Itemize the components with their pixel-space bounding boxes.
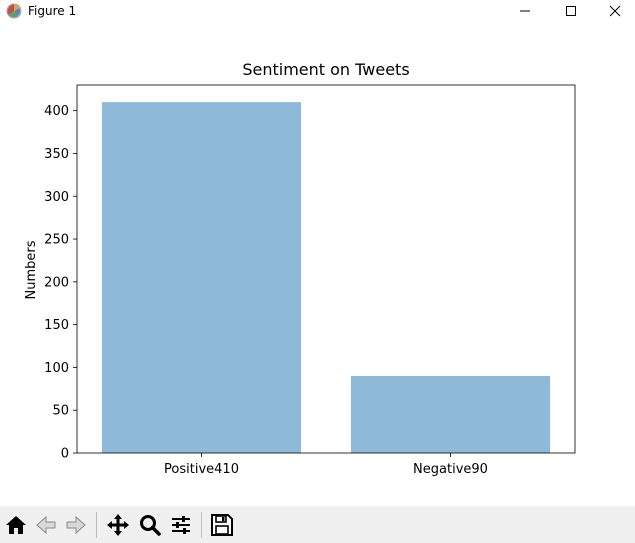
x-tick-label: Positive410 xyxy=(164,462,239,477)
bar-negative90 xyxy=(350,375,551,453)
zoom-button[interactable] xyxy=(137,512,163,538)
back-button[interactable] xyxy=(33,512,59,538)
y-tick-label: 0 xyxy=(61,447,69,462)
pan-button[interactable] xyxy=(105,512,131,538)
home-button[interactable] xyxy=(3,512,29,538)
bar-positive410 xyxy=(101,102,302,454)
navigation-toolbar xyxy=(0,506,635,543)
y-tick-label: 150 xyxy=(44,318,69,333)
pan-icon xyxy=(107,514,129,536)
save-icon xyxy=(211,514,233,536)
configure-subplots-icon xyxy=(172,516,190,534)
close-icon xyxy=(609,5,620,17)
figure-canvas: Sentiment on Tweets Numbers Positive410 N… xyxy=(0,22,635,506)
zoom-icon xyxy=(140,515,161,536)
toolbar-separator xyxy=(96,512,97,538)
maximize-icon xyxy=(566,6,576,16)
configure-subplots-button[interactable] xyxy=(168,512,194,538)
y-tick-label: 50 xyxy=(52,404,69,419)
toolbar-separator xyxy=(201,512,202,538)
y-tick-label: 200 xyxy=(44,275,69,290)
chart-title: Sentiment on Tweets xyxy=(242,60,409,79)
x-tick-label: Negative90 xyxy=(413,462,488,477)
home-icon xyxy=(6,516,26,534)
window-title: Figure 1 xyxy=(28,4,77,18)
forward-icon xyxy=(66,515,86,535)
y-tick-label: 100 xyxy=(44,361,69,376)
y-tick-label: 300 xyxy=(44,190,69,205)
back-icon xyxy=(36,515,56,535)
window-titlebar: Figure 1 xyxy=(0,0,635,22)
axes-frame xyxy=(76,84,576,454)
y-tick-label: 400 xyxy=(44,104,69,119)
minimize-icon xyxy=(520,10,530,12)
minimize-button[interactable] xyxy=(502,0,548,22)
y-tick-label: 250 xyxy=(44,233,69,248)
matplotlib-icon xyxy=(6,3,22,19)
y-axis-label: Numbers xyxy=(24,240,39,299)
save-button[interactable] xyxy=(209,512,235,538)
forward-button[interactable] xyxy=(63,512,89,538)
maximize-button[interactable] xyxy=(548,0,594,22)
bar-chart: Sentiment on Tweets Numbers Positive410 N… xyxy=(24,60,576,477)
close-button[interactable] xyxy=(594,0,635,22)
y-tick-label: 350 xyxy=(44,147,69,162)
